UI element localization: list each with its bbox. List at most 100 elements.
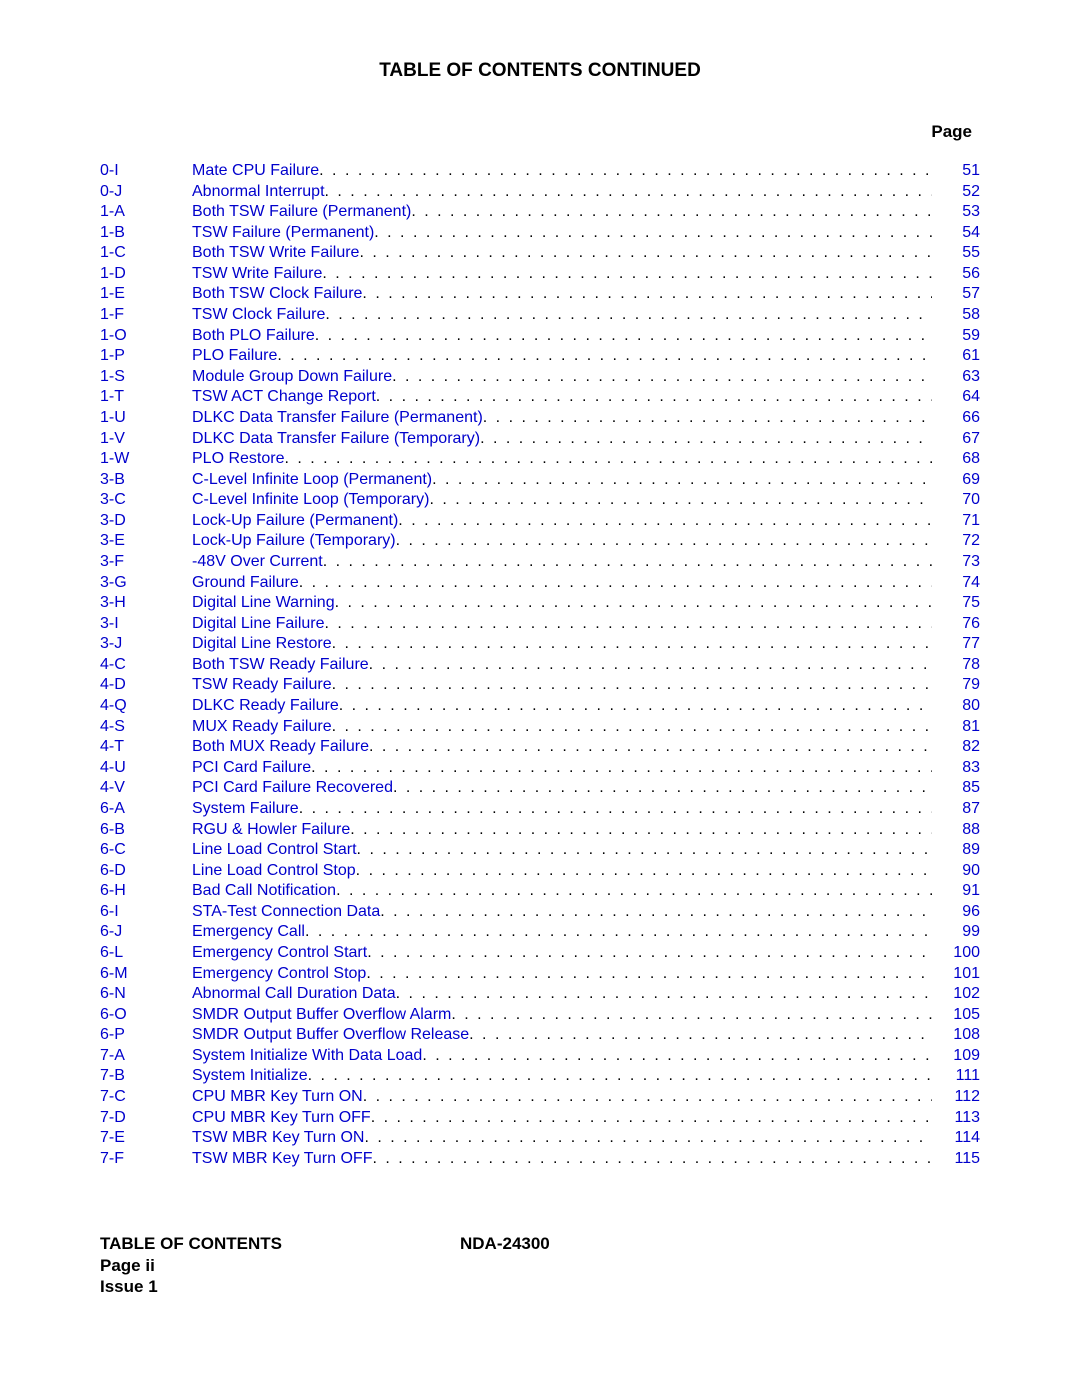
toc-code-link[interactable]: 3-C bbox=[100, 491, 192, 509]
toc-code-link[interactable]: 1-B bbox=[100, 224, 192, 242]
toc-page-link[interactable]: 68 bbox=[932, 450, 980, 468]
toc-code-link[interactable]: 1-S bbox=[100, 368, 192, 386]
toc-page-link[interactable]: 79 bbox=[932, 676, 980, 694]
toc-code-link[interactable]: 7-E bbox=[100, 1129, 192, 1147]
toc-code-link[interactable]: 4-U bbox=[100, 759, 192, 777]
toc-code-link[interactable]: 3-B bbox=[100, 471, 192, 489]
toc-code-link[interactable]: 6-M bbox=[100, 965, 192, 983]
toc-title-link[interactable]: C-Level Infinite Loop (Temporary) bbox=[192, 491, 429, 509]
toc-page-link[interactable]: 54 bbox=[932, 224, 980, 242]
toc-title-link[interactable]: TSW Clock Failure bbox=[192, 306, 325, 324]
toc-code-link[interactable]: 3-F bbox=[100, 553, 192, 571]
toc-code-link[interactable]: 6-N bbox=[100, 985, 192, 1003]
toc-code-link[interactable]: 1-D bbox=[100, 265, 192, 283]
toc-code-link[interactable]: 3-G bbox=[100, 574, 192, 592]
toc-page-link[interactable]: 58 bbox=[932, 306, 980, 324]
toc-code-link[interactable]: 6-H bbox=[100, 882, 192, 900]
toc-title-link[interactable]: TSW Write Failure bbox=[192, 265, 322, 283]
toc-title-link[interactable]: PCI Card Failure bbox=[192, 759, 311, 777]
toc-code-link[interactable]: 6-B bbox=[100, 821, 192, 839]
toc-title-link[interactable]: Bad Call Notification bbox=[192, 882, 336, 900]
toc-title-link[interactable]: System Initialize With Data Load bbox=[192, 1047, 422, 1065]
toc-code-link[interactable]: 7-C bbox=[100, 1088, 192, 1106]
toc-title-link[interactable]: PLO Failure bbox=[192, 347, 277, 365]
toc-page-link[interactable]: 87 bbox=[932, 800, 980, 818]
toc-page-link[interactable]: 115 bbox=[932, 1150, 980, 1168]
toc-title-link[interactable]: PLO Restore bbox=[192, 450, 284, 468]
toc-page-link[interactable]: 76 bbox=[932, 615, 980, 633]
toc-title-link[interactable]: TSW MBR Key Turn ON bbox=[192, 1129, 364, 1147]
toc-page-link[interactable]: 80 bbox=[932, 697, 980, 715]
toc-code-link[interactable]: 6-L bbox=[100, 944, 192, 962]
toc-page-link[interactable]: 75 bbox=[932, 594, 980, 612]
toc-code-link[interactable]: 1-A bbox=[100, 203, 192, 221]
toc-title-link[interactable]: Abnormal Interrupt bbox=[192, 183, 325, 201]
toc-page-link[interactable]: 91 bbox=[932, 882, 980, 900]
toc-page-link[interactable]: 96 bbox=[932, 903, 980, 921]
toc-code-link[interactable]: 3-D bbox=[100, 512, 192, 530]
toc-title-link[interactable]: CPU MBR Key Turn OFF bbox=[192, 1109, 371, 1127]
toc-title-link[interactable]: SMDR Output Buffer Overflow Alarm bbox=[192, 1006, 451, 1024]
toc-title-link[interactable]: -48V Over Current bbox=[192, 553, 323, 571]
toc-page-link[interactable]: 51 bbox=[932, 162, 980, 180]
toc-page-link[interactable]: 109 bbox=[932, 1047, 980, 1065]
toc-title-link[interactable]: Emergency Control Stop bbox=[192, 965, 366, 983]
toc-page-link[interactable]: 89 bbox=[932, 841, 980, 859]
toc-title-link[interactable]: Abnormal Call Duration Data bbox=[192, 985, 396, 1003]
toc-title-link[interactable]: Both MUX Ready Failure bbox=[192, 738, 369, 756]
toc-code-link[interactable]: 6-D bbox=[100, 862, 192, 880]
toc-title-link[interactable]: Both TSW Clock Failure bbox=[192, 285, 362, 303]
toc-code-link[interactable]: 1-C bbox=[100, 244, 192, 262]
toc-code-link[interactable]: 6-O bbox=[100, 1006, 192, 1024]
toc-page-link[interactable]: 70 bbox=[932, 491, 980, 509]
toc-page-link[interactable]: 90 bbox=[932, 862, 980, 880]
toc-page-link[interactable]: 108 bbox=[932, 1026, 980, 1044]
toc-code-link[interactable]: 1-E bbox=[100, 285, 192, 303]
toc-code-link[interactable]: 3-J bbox=[100, 635, 192, 653]
toc-code-link[interactable]: 6-A bbox=[100, 800, 192, 818]
toc-code-link[interactable]: 0-J bbox=[100, 183, 192, 201]
toc-page-link[interactable]: 66 bbox=[932, 409, 980, 427]
toc-code-link[interactable]: 3-E bbox=[100, 532, 192, 550]
toc-title-link[interactable]: SMDR Output Buffer Overflow Release bbox=[192, 1026, 469, 1044]
toc-title-link[interactable]: Both TSW Ready Failure bbox=[192, 656, 369, 674]
toc-page-link[interactable]: 112 bbox=[932, 1088, 980, 1106]
toc-page-link[interactable]: 71 bbox=[932, 512, 980, 530]
toc-page-link[interactable]: 101 bbox=[932, 965, 980, 983]
toc-page-link[interactable]: 57 bbox=[932, 285, 980, 303]
toc-title-link[interactable]: TSW Ready Failure bbox=[192, 676, 332, 694]
toc-title-link[interactable]: System Initialize bbox=[192, 1067, 308, 1085]
toc-code-link[interactable]: 3-H bbox=[100, 594, 192, 612]
toc-title-link[interactable]: Digital Line Restore bbox=[192, 635, 332, 653]
toc-page-link[interactable]: 59 bbox=[932, 327, 980, 345]
toc-title-link[interactable]: DLKC Ready Failure bbox=[192, 697, 339, 715]
toc-code-link[interactable]: 1-U bbox=[100, 409, 192, 427]
toc-title-link[interactable]: Line Load Control Start bbox=[192, 841, 357, 859]
toc-title-link[interactable]: Module Group Down Failure bbox=[192, 368, 392, 386]
toc-page-link[interactable]: 52 bbox=[932, 183, 980, 201]
toc-title-link[interactable]: Lock-Up Failure (Permanent) bbox=[192, 512, 398, 530]
toc-title-link[interactable]: DLKC Data Transfer Failure (Temporary) bbox=[192, 430, 480, 448]
toc-title-link[interactable]: CPU MBR Key Turn ON bbox=[192, 1088, 363, 1106]
toc-title-link[interactable]: Lock-Up Failure (Temporary) bbox=[192, 532, 396, 550]
toc-title-link[interactable]: Emergency Control Start bbox=[192, 944, 367, 962]
toc-code-link[interactable]: 4-S bbox=[100, 718, 192, 736]
toc-page-link[interactable]: 88 bbox=[932, 821, 980, 839]
toc-page-link[interactable]: 100 bbox=[932, 944, 980, 962]
toc-code-link[interactable]: 1-O bbox=[100, 327, 192, 345]
toc-title-link[interactable]: Digital Line Warning bbox=[192, 594, 335, 612]
toc-title-link[interactable]: TSW MBR Key Turn OFF bbox=[192, 1150, 372, 1168]
toc-code-link[interactable]: 7-A bbox=[100, 1047, 192, 1065]
toc-code-link[interactable]: 7-F bbox=[100, 1150, 192, 1168]
toc-title-link[interactable]: Digital Line Failure bbox=[192, 615, 325, 633]
toc-code-link[interactable]: 4-T bbox=[100, 738, 192, 756]
toc-title-link[interactable]: System Failure bbox=[192, 800, 299, 818]
toc-page-link[interactable]: 111 bbox=[932, 1067, 980, 1085]
toc-code-link[interactable]: 1-T bbox=[100, 388, 192, 406]
toc-title-link[interactable]: MUX Ready Failure bbox=[192, 718, 332, 736]
toc-title-link[interactable]: TSW Failure (Permanent) bbox=[192, 224, 374, 242]
toc-code-link[interactable]: 7-B bbox=[100, 1067, 192, 1085]
toc-code-link[interactable]: 0-I bbox=[100, 162, 192, 180]
toc-title-link[interactable]: C-Level Infinite Loop (Permanent) bbox=[192, 471, 432, 489]
toc-page-link[interactable]: 69 bbox=[932, 471, 980, 489]
